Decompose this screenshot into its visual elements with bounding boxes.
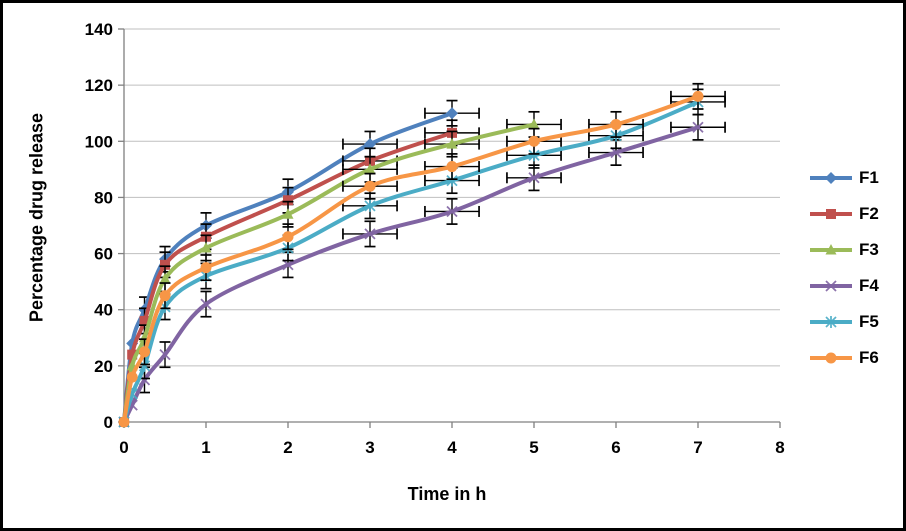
series-F3-line [122,122,536,424]
series-F6-markers [118,90,704,428]
y-tick-label: 120 [85,76,113,95]
x-tick-label: 5 [529,438,538,457]
plot-area: 0 20 40 60 80 100 120 140 0 1 2 3 4 5 6 7 8 [85,20,785,457]
series-F5-line [122,99,700,424]
circle-marker-icon [810,352,852,363]
asterisk-marker-icon [810,315,852,328]
y-tick-label: 100 [85,132,113,151]
y-tick-label: 40 [94,301,113,320]
legend-item-F4: F4 [809,274,879,297]
y-tick-label: 140 [85,20,113,39]
legend-label: F1 [859,167,879,187]
legend-item-F5: F5 [809,310,879,333]
x-tick-label: 8 [775,438,784,457]
y-axis-title: Percentage drug release [26,112,47,323]
legend-label: F6 [859,347,879,367]
triangle-marker-icon [810,243,852,254]
series-F3-markers [118,118,540,427]
y-tick-label: 80 [94,188,113,207]
legend-item-F3: F3 [809,238,879,261]
x-tick-label: 1 [201,438,210,457]
legend-label: F5 [859,311,879,331]
x-tick-label: 2 [283,438,292,457]
legend-label: F3 [859,239,879,259]
y-tick-label: 60 [94,245,113,264]
x-tick-label: 3 [365,438,374,457]
y-tick-label: 20 [94,357,113,376]
series-F3-error-bars [139,110,562,352]
legend-label: F2 [859,203,879,223]
legend-item-F6: F6 [809,346,879,369]
legend: F1 F2 F3 F4 F5 F6 [809,166,879,369]
legend-label: F4 [859,275,879,295]
x-axis-title: Time in h [407,484,487,504]
legend-item-F2: F2 [809,202,879,225]
square-marker-icon [810,208,852,219]
x-marker-icon [810,279,852,292]
x-tick-label: 7 [693,438,702,457]
x-tick-label: 6 [611,438,620,457]
legend-item-F1: F1 [809,166,879,189]
y-tick-label: 0 [104,413,113,432]
x-tick-label: 4 [447,438,457,457]
diamond-marker-icon [810,171,852,184]
x-tick-label: 0 [119,438,128,457]
